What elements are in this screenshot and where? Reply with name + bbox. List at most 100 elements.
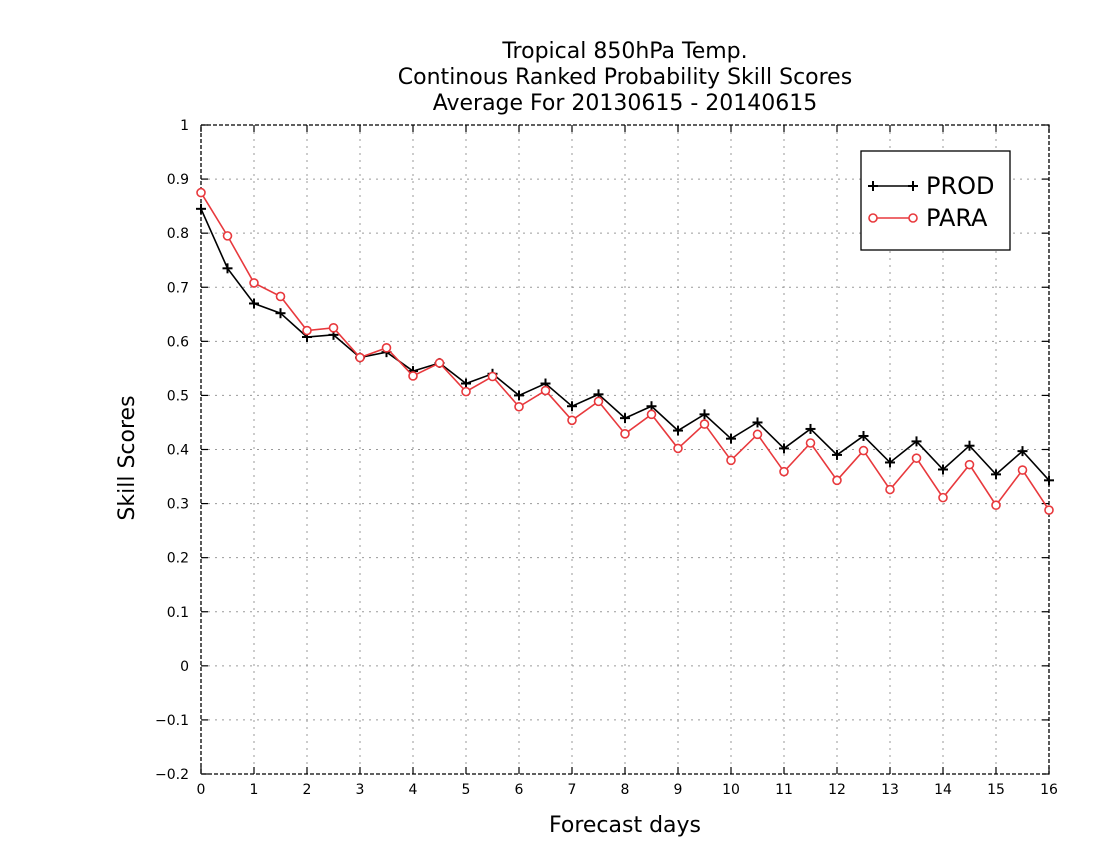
data-point-para	[964, 459, 975, 470]
data-point-para	[593, 396, 604, 407]
y-tick-label: 0.4	[167, 443, 189, 459]
x-tick-label: 14	[934, 782, 952, 798]
x-tick-label: 12	[828, 782, 846, 798]
series-layer	[196, 187, 1054, 515]
data-point-prod	[832, 449, 842, 460]
data-point-prod	[275, 308, 286, 319]
data-point-prod	[567, 401, 577, 412]
data-point-para	[514, 401, 524, 412]
data-point-para	[222, 231, 233, 241]
data-point-para	[302, 325, 312, 336]
data-point-para	[911, 453, 922, 463]
data-point-para	[1044, 505, 1054, 515]
x-tick-label: 13	[881, 782, 899, 798]
data-point-para	[487, 371, 498, 382]
data-point-prod	[885, 457, 895, 468]
legend-swatch-para	[868, 213, 918, 223]
y-tick-label: 0.7	[167, 280, 189, 296]
data-point-prod	[911, 436, 922, 447]
legend-label-para: PARA	[926, 204, 988, 232]
y-tick-label: 0.3	[167, 497, 189, 513]
data-point-para	[249, 278, 259, 288]
data-point-prod	[196, 203, 206, 214]
title-line-2: Continous Ranked Probability Skill Score…	[398, 65, 852, 90]
y-tick-label: 0.2	[167, 551, 189, 567]
y-tick-label: 0.8	[167, 226, 189, 242]
x-tick-label: 8	[621, 782, 630, 798]
data-point-para	[381, 343, 392, 353]
data-point-para	[699, 419, 710, 429]
y-tick-label: −0.2	[155, 767, 189, 783]
chart-title: Tropical 850hPa Temp. Continous Ranked P…	[398, 39, 852, 116]
y-tick-label: 0.9	[167, 172, 189, 188]
y-tick-label: 0	[180, 659, 189, 675]
data-point-para	[1017, 465, 1028, 475]
y-tick-label: 0.6	[167, 334, 189, 350]
axes: 0 1 2 3 4 5 6 7 8 9 10 11 12 13 14 15 16−0.2−0.100.10.20…	[155, 118, 1058, 798]
x-tick-label: 1	[250, 782, 259, 798]
y-tick-label: 0.1	[167, 605, 189, 621]
data-point-prod	[991, 469, 1001, 480]
data-point-prod	[1017, 446, 1028, 457]
legend-marker-para	[908, 213, 918, 223]
data-point-para	[673, 443, 683, 454]
y-axis-label: Skill Scores	[115, 395, 140, 520]
y-tick-label: 1	[180, 118, 189, 134]
x-tick-label: 11	[775, 782, 793, 798]
data-point-para	[779, 466, 789, 477]
title-line-3: Average For 20130615 - 20140615	[433, 91, 818, 116]
x-axis-label: Forecast days	[549, 813, 701, 838]
data-point-prod	[514, 390, 524, 401]
legend-swatch-prod	[868, 181, 918, 191]
x-tick-label: 15	[987, 782, 1005, 798]
x-tick-label: 16	[1040, 782, 1058, 798]
data-point-prod	[1044, 475, 1054, 486]
data-point-para	[832, 475, 842, 486]
data-point-prod	[805, 423, 816, 434]
data-point-prod	[222, 263, 233, 274]
data-point-para	[461, 386, 471, 397]
y-tick-label: −0.1	[155, 713, 189, 729]
x-tick-label: 4	[409, 782, 418, 798]
x-tick-label: 3	[356, 782, 365, 798]
data-point-prod	[726, 433, 736, 444]
x-tick-label: 0	[197, 782, 206, 798]
data-point-para	[885, 484, 895, 495]
x-tick-label: 5	[462, 782, 471, 798]
data-point-para	[328, 323, 339, 333]
data-point-para	[726, 455, 736, 466]
data-point-para	[646, 409, 657, 420]
data-point-para	[991, 500, 1001, 511]
x-tick-label: 6	[515, 782, 524, 798]
x-tick-label: 10	[722, 782, 740, 798]
data-point-para	[540, 385, 551, 396]
grid	[201, 125, 1049, 774]
data-point-para	[355, 352, 365, 363]
data-point-prod	[938, 464, 948, 475]
data-point-prod	[249, 298, 259, 309]
legend-marker-prod	[908, 181, 918, 191]
data-point-para	[805, 438, 816, 448]
x-tick-label: 7	[568, 782, 577, 798]
data-point-prod	[964, 440, 975, 451]
data-point-para	[752, 429, 763, 440]
series-para	[196, 187, 1054, 515]
legend: PROD PARA	[860, 150, 1011, 251]
x-tick-label: 2	[303, 782, 312, 798]
x-tick-label: 9	[674, 782, 683, 798]
data-point-prod	[673, 425, 683, 436]
y-tick-label: 0.5	[167, 388, 189, 404]
data-point-prod	[620, 413, 630, 424]
legend-marker-para	[868, 213, 878, 223]
data-point-para	[275, 291, 286, 302]
data-point-para	[567, 415, 577, 426]
legend-marker-prod	[868, 181, 878, 191]
data-point-prod	[699, 409, 710, 420]
data-point-prod	[752, 417, 763, 428]
data-point-prod	[779, 443, 789, 454]
data-point-para	[620, 429, 630, 439]
title-line-1: Tropical 850hPa Temp.	[501, 39, 747, 64]
data-point-para	[196, 187, 206, 198]
data-point-para	[858, 445, 869, 456]
legend-box	[860, 150, 1011, 251]
